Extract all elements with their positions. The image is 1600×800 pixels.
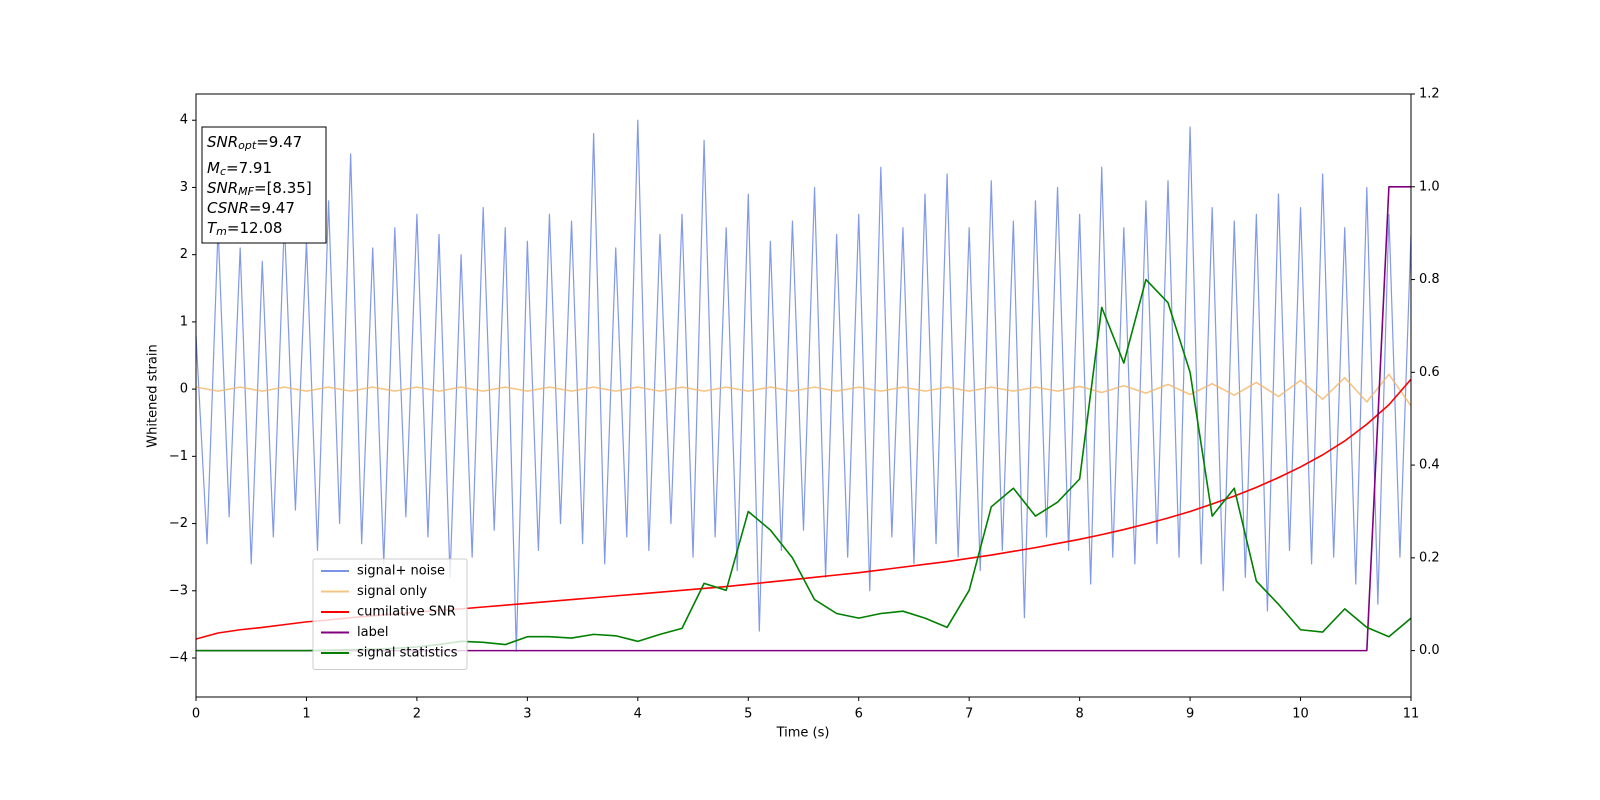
annotation-box (201, 126, 327, 244)
annotation-sub: opt (238, 139, 257, 152)
x-tick-label: 11 (1403, 707, 1420, 722)
y2-tick-label: 0.6 (1419, 365, 1440, 380)
annotation: SNRMF=[8.35] (207, 179, 312, 199)
x-tick-label: 5 (744, 707, 752, 722)
y-tick-label: −4 (169, 651, 188, 666)
y-tick-label: −1 (169, 449, 188, 464)
annotation: Tm=12.08 (207, 219, 282, 239)
x-tick-label: 8 (1075, 707, 1083, 722)
axes-frame (195, 93, 1412, 698)
y-tick-label: 2 (180, 247, 188, 262)
annotation-value: =9.47 (256, 133, 302, 151)
y2-tick-label: 1.2 (1419, 87, 1440, 102)
y2-tick-label: 0.8 (1419, 272, 1440, 287)
legend-label: signal statistics (357, 646, 458, 661)
annotation-sub: MF (238, 185, 254, 198)
x-tick-label: 3 (523, 707, 531, 722)
x-tick-label: 6 (855, 707, 863, 722)
x-tick-label: 10 (1292, 707, 1309, 722)
annotation-value: =9.47 (249, 199, 295, 217)
y2-tick-label: 0.0 (1419, 643, 1440, 658)
annotation-value: =7.91 (226, 159, 272, 177)
series-line (196, 119, 1411, 652)
legend-label: signal only (357, 584, 427, 599)
annotation-base: T (207, 219, 218, 237)
legend-box (312, 558, 468, 670)
y-tick-label: −2 (169, 516, 188, 531)
annotation-value: =12.08 (227, 219, 283, 237)
x-tick-label: 2 (413, 707, 421, 722)
y-axis-label: Whitened strain (146, 344, 161, 447)
annotation-base: SNR (207, 133, 238, 151)
y-tick-label: 3 (180, 180, 188, 195)
y-tick-label: 0 (180, 382, 188, 397)
y2-tick-label: 1.0 (1419, 179, 1440, 194)
x-tick-label: 0 (192, 707, 200, 722)
x-axis-label: Time (s) (776, 726, 830, 741)
annotation-sub: c (220, 165, 226, 178)
y-tick-label: −3 (169, 583, 188, 598)
legend-label: cumilative SNR (357, 605, 456, 620)
y-tick-label: 4 (180, 113, 188, 128)
y-tick-label: 1 (180, 314, 188, 329)
annotation-value: =[8.35] (254, 179, 312, 197)
annotation-base: CSNR (207, 199, 249, 217)
annotation: CSNR=9.47 (207, 199, 295, 217)
annotation-base: SNR (207, 179, 238, 197)
series-line (196, 373, 1411, 407)
annotation-sub: m (216, 225, 227, 238)
legend-label: label (357, 625, 388, 640)
annotation: Mc=7.91 (207, 159, 272, 179)
legend-label: signal+ noise (357, 564, 445, 579)
x-tick-label: 7 (965, 707, 973, 722)
x-tick-label: 4 (634, 707, 642, 722)
y2-tick-label: 0.4 (1419, 458, 1440, 473)
annotation: SNRopt=9.47 (207, 133, 302, 153)
x-tick-label: 9 (1186, 707, 1194, 722)
y2-tick-label: 0.2 (1419, 550, 1440, 565)
annotation-base: M (207, 159, 220, 177)
x-tick-label: 1 (302, 707, 310, 722)
